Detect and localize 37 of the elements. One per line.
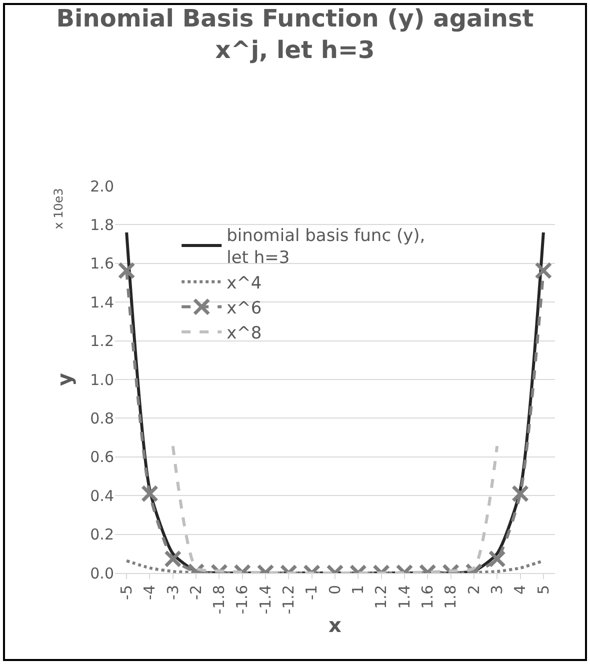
x-tick-label: -1.4 (256, 585, 274, 614)
x-axis-title: x (328, 612, 342, 637)
x-tick-label: -1.2 (280, 585, 298, 614)
x-tick-label: 3 (488, 585, 506, 595)
y-axis-title: y (52, 372, 77, 386)
y-tick-label: 1.6 (90, 254, 114, 273)
x-tick-label: 0 (326, 585, 344, 595)
y-tick-label: 2.0 (90, 177, 114, 196)
x-tick-label: 1.4 (395, 585, 414, 609)
x-tick-label: -2 (186, 585, 205, 600)
chart-title: Binomial Basis Function (y) against x^j, let h=3 (56, 4, 534, 64)
x-tick-label: -4 (140, 585, 159, 600)
y-tick-label: 0.6 (90, 448, 114, 466)
y-tick-label: 0.8 (90, 409, 114, 428)
x-tick-label: -1.8 (210, 585, 228, 614)
y-tick-label: 0.0 (90, 564, 114, 582)
x-tick-label: 1.2 (372, 585, 390, 609)
y-tick-label: 1.8 (90, 216, 114, 234)
y-tick-label: 1.0 (90, 370, 114, 389)
legend-label: x^6 (226, 298, 262, 318)
x-tick-label: 1.6 (418, 585, 437, 609)
x-tick-label: 2 (464, 585, 483, 595)
x-tick-label: 5 (534, 585, 552, 595)
legend-label: x^8 (226, 324, 262, 344)
y-tick-label: 0.2 (90, 526, 114, 544)
y-tick-label: 1.4 (90, 293, 114, 312)
text: x 10e3 (51, 188, 66, 230)
legend-label: x^4 (226, 273, 262, 294)
x-tick-label: -1 (302, 585, 321, 600)
y-tick-label: 1.2 (90, 332, 114, 350)
x-tick-label: 1 (349, 585, 368, 595)
x-tick-label: 4 (511, 585, 530, 595)
y-tick-label: 0.4 (90, 486, 114, 505)
x-tick-label: -1.6 (233, 585, 252, 614)
x-tick-label: -5 (117, 585, 136, 600)
x-tick-label: -3 (164, 585, 182, 600)
x-tick-label: 1.8 (442, 585, 460, 609)
